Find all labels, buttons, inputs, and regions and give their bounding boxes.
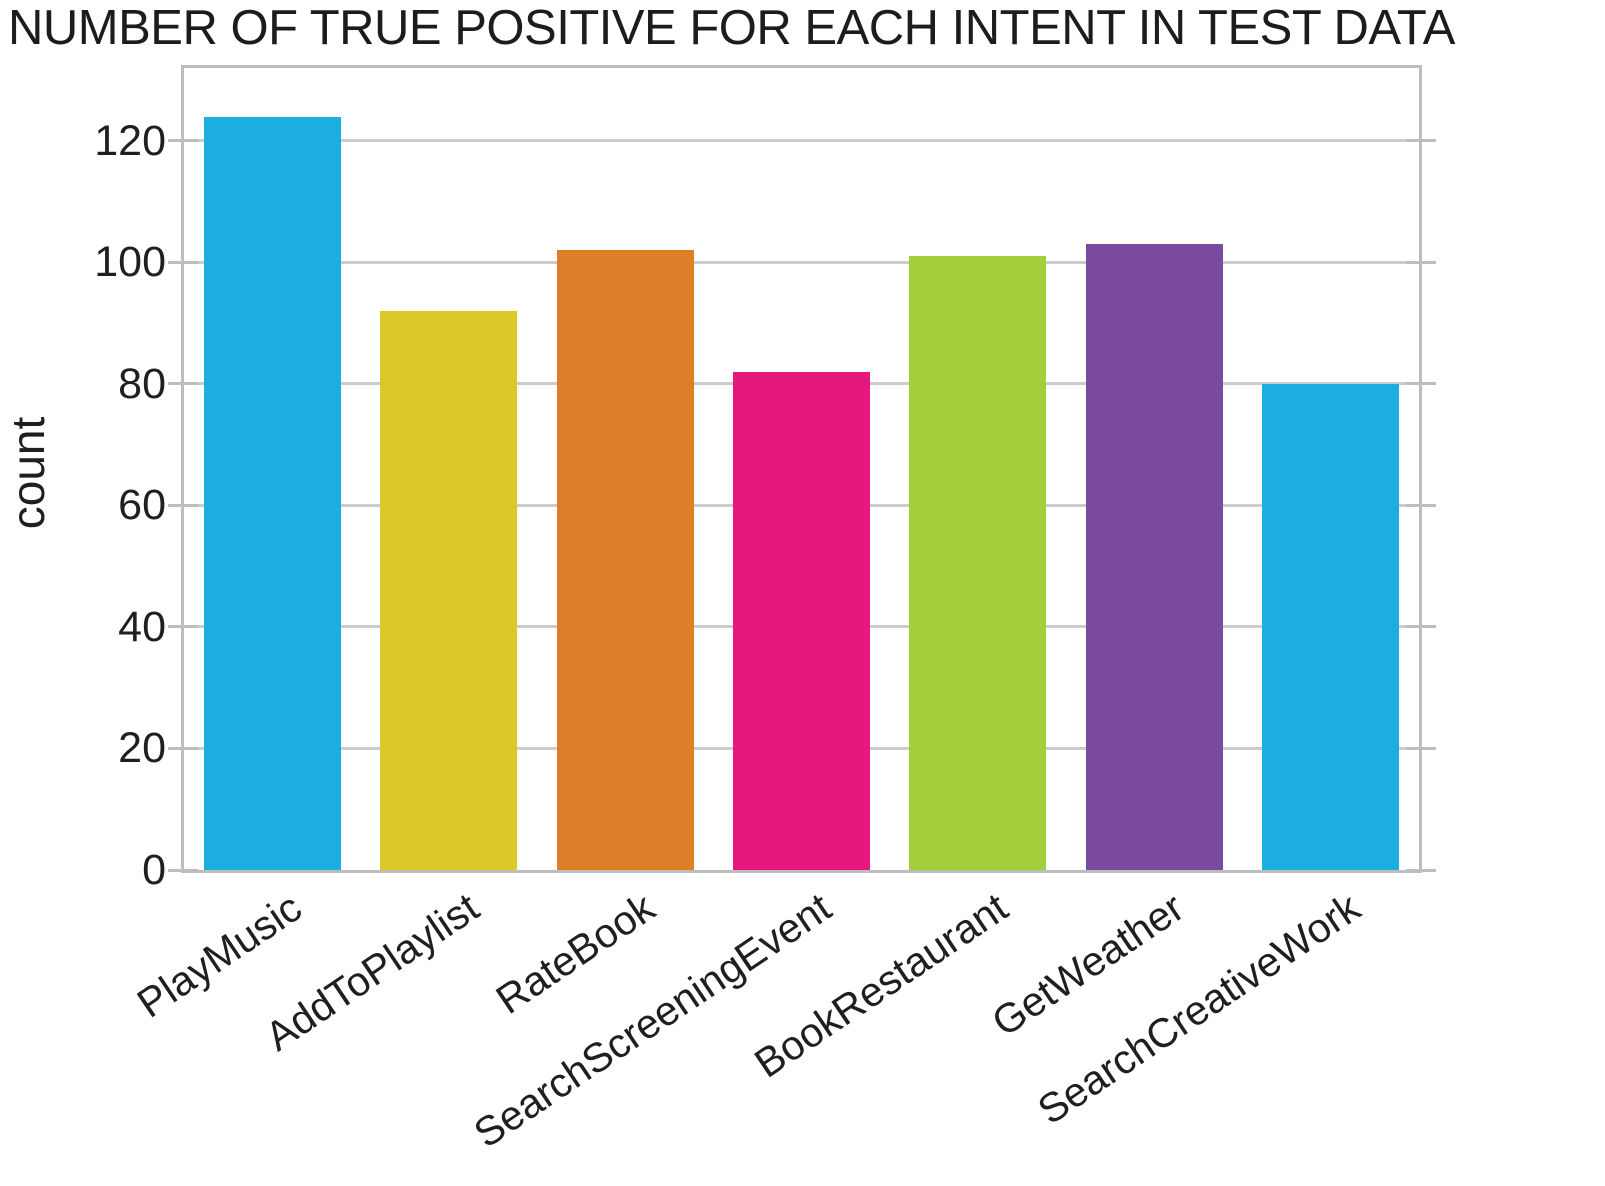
- right-tick-y-80: [1406, 382, 1436, 386]
- bar-add-to-playlist: [380, 311, 518, 870]
- right-tick-y-0: [1406, 868, 1436, 872]
- bar-search-screening-event: [733, 371, 870, 870]
- right-tick-y-100: [1406, 260, 1436, 264]
- bar-get-weather: [1085, 244, 1223, 870]
- chart-title: NUMBER OF TRUE POSITIVE FOR EACH INTENT …: [8, 1, 1455, 55]
- plot-area: 0 20 40 60 80 100 120 PlayMusic AddToPlaylist Rat…: [94, 65, 1436, 1157]
- left-tick-y-120: [168, 139, 198, 143]
- y-tick-label-0: 0: [142, 846, 166, 894]
- left-tick-y-60: [168, 503, 198, 507]
- bar-book-restaurant: [909, 256, 1047, 870]
- bar-rate-book: [556, 250, 694, 870]
- y-tick-label-100: 100: [94, 238, 166, 287]
- y-tick-label-20: 20: [118, 724, 166, 773]
- right-tick-y-120: [1406, 139, 1436, 143]
- left-tick-y-80: [168, 382, 198, 386]
- bar-play-music: [203, 116, 341, 870]
- left-tick-y-0: [168, 868, 198, 872]
- bar-search-creative-work: [1262, 383, 1400, 870]
- y-tick-label-120: 120: [94, 116, 166, 165]
- y-tick-label-80: 80: [118, 359, 166, 408]
- right-tick-y-40: [1406, 625, 1436, 629]
- gridline-y-120: [184, 139, 1419, 143]
- right-tick-y-20: [1406, 746, 1436, 750]
- y-tick-label-40: 40: [118, 602, 166, 651]
- gridline-y-100: [184, 260, 1419, 264]
- y-tick-label-60: 60: [118, 481, 166, 530]
- x-tick-label-search-creative-work: SearchCreativeWork: [1029, 884, 1369, 1134]
- left-tick-y-100: [168, 260, 198, 264]
- right-tick-y-60: [1406, 503, 1436, 507]
- left-tick-y-20: [168, 746, 198, 750]
- left-tick-y-40: [168, 625, 198, 629]
